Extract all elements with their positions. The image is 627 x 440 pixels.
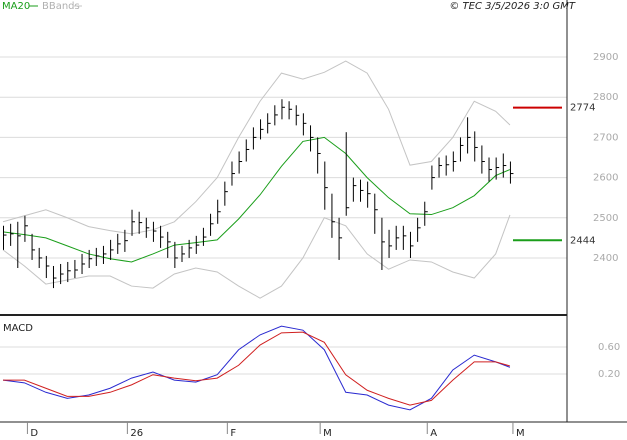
level-label: 2444 (570, 235, 595, 246)
level-label: 2774 (570, 103, 595, 114)
x-tick-label: A (430, 428, 437, 439)
x-tick-label: 26 (130, 428, 143, 439)
legend-bbands: BBands (42, 1, 80, 12)
x-tick-label: M (323, 428, 332, 439)
y-tick-label: 2800 (593, 92, 618, 103)
macd-line (2, 325, 511, 411)
y-tick-label: 0.20 (598, 369, 620, 380)
y-tick-label: 2400 (593, 253, 618, 264)
legend-ma20: MA20 (2, 1, 30, 12)
y-tick-label: 2600 (593, 173, 618, 184)
y-tick-label: 2700 (593, 132, 618, 143)
y-tick-label: 0.60 (598, 342, 620, 353)
y-tick-label: 2900 (593, 52, 618, 63)
macd-line (3, 331, 511, 406)
ma20-line (2, 136, 511, 263)
bband-lower (2, 214, 511, 299)
macd-title: MACD (3, 323, 33, 334)
x-tick-label: M (516, 428, 525, 439)
x-tick-label: D (30, 428, 38, 439)
bband-upper (2, 60, 511, 235)
x-tick-label: F (230, 428, 236, 439)
y-tick-label: 2500 (593, 213, 618, 224)
credit: © TEC 3/5/2026 3:0 GMT (449, 1, 576, 12)
